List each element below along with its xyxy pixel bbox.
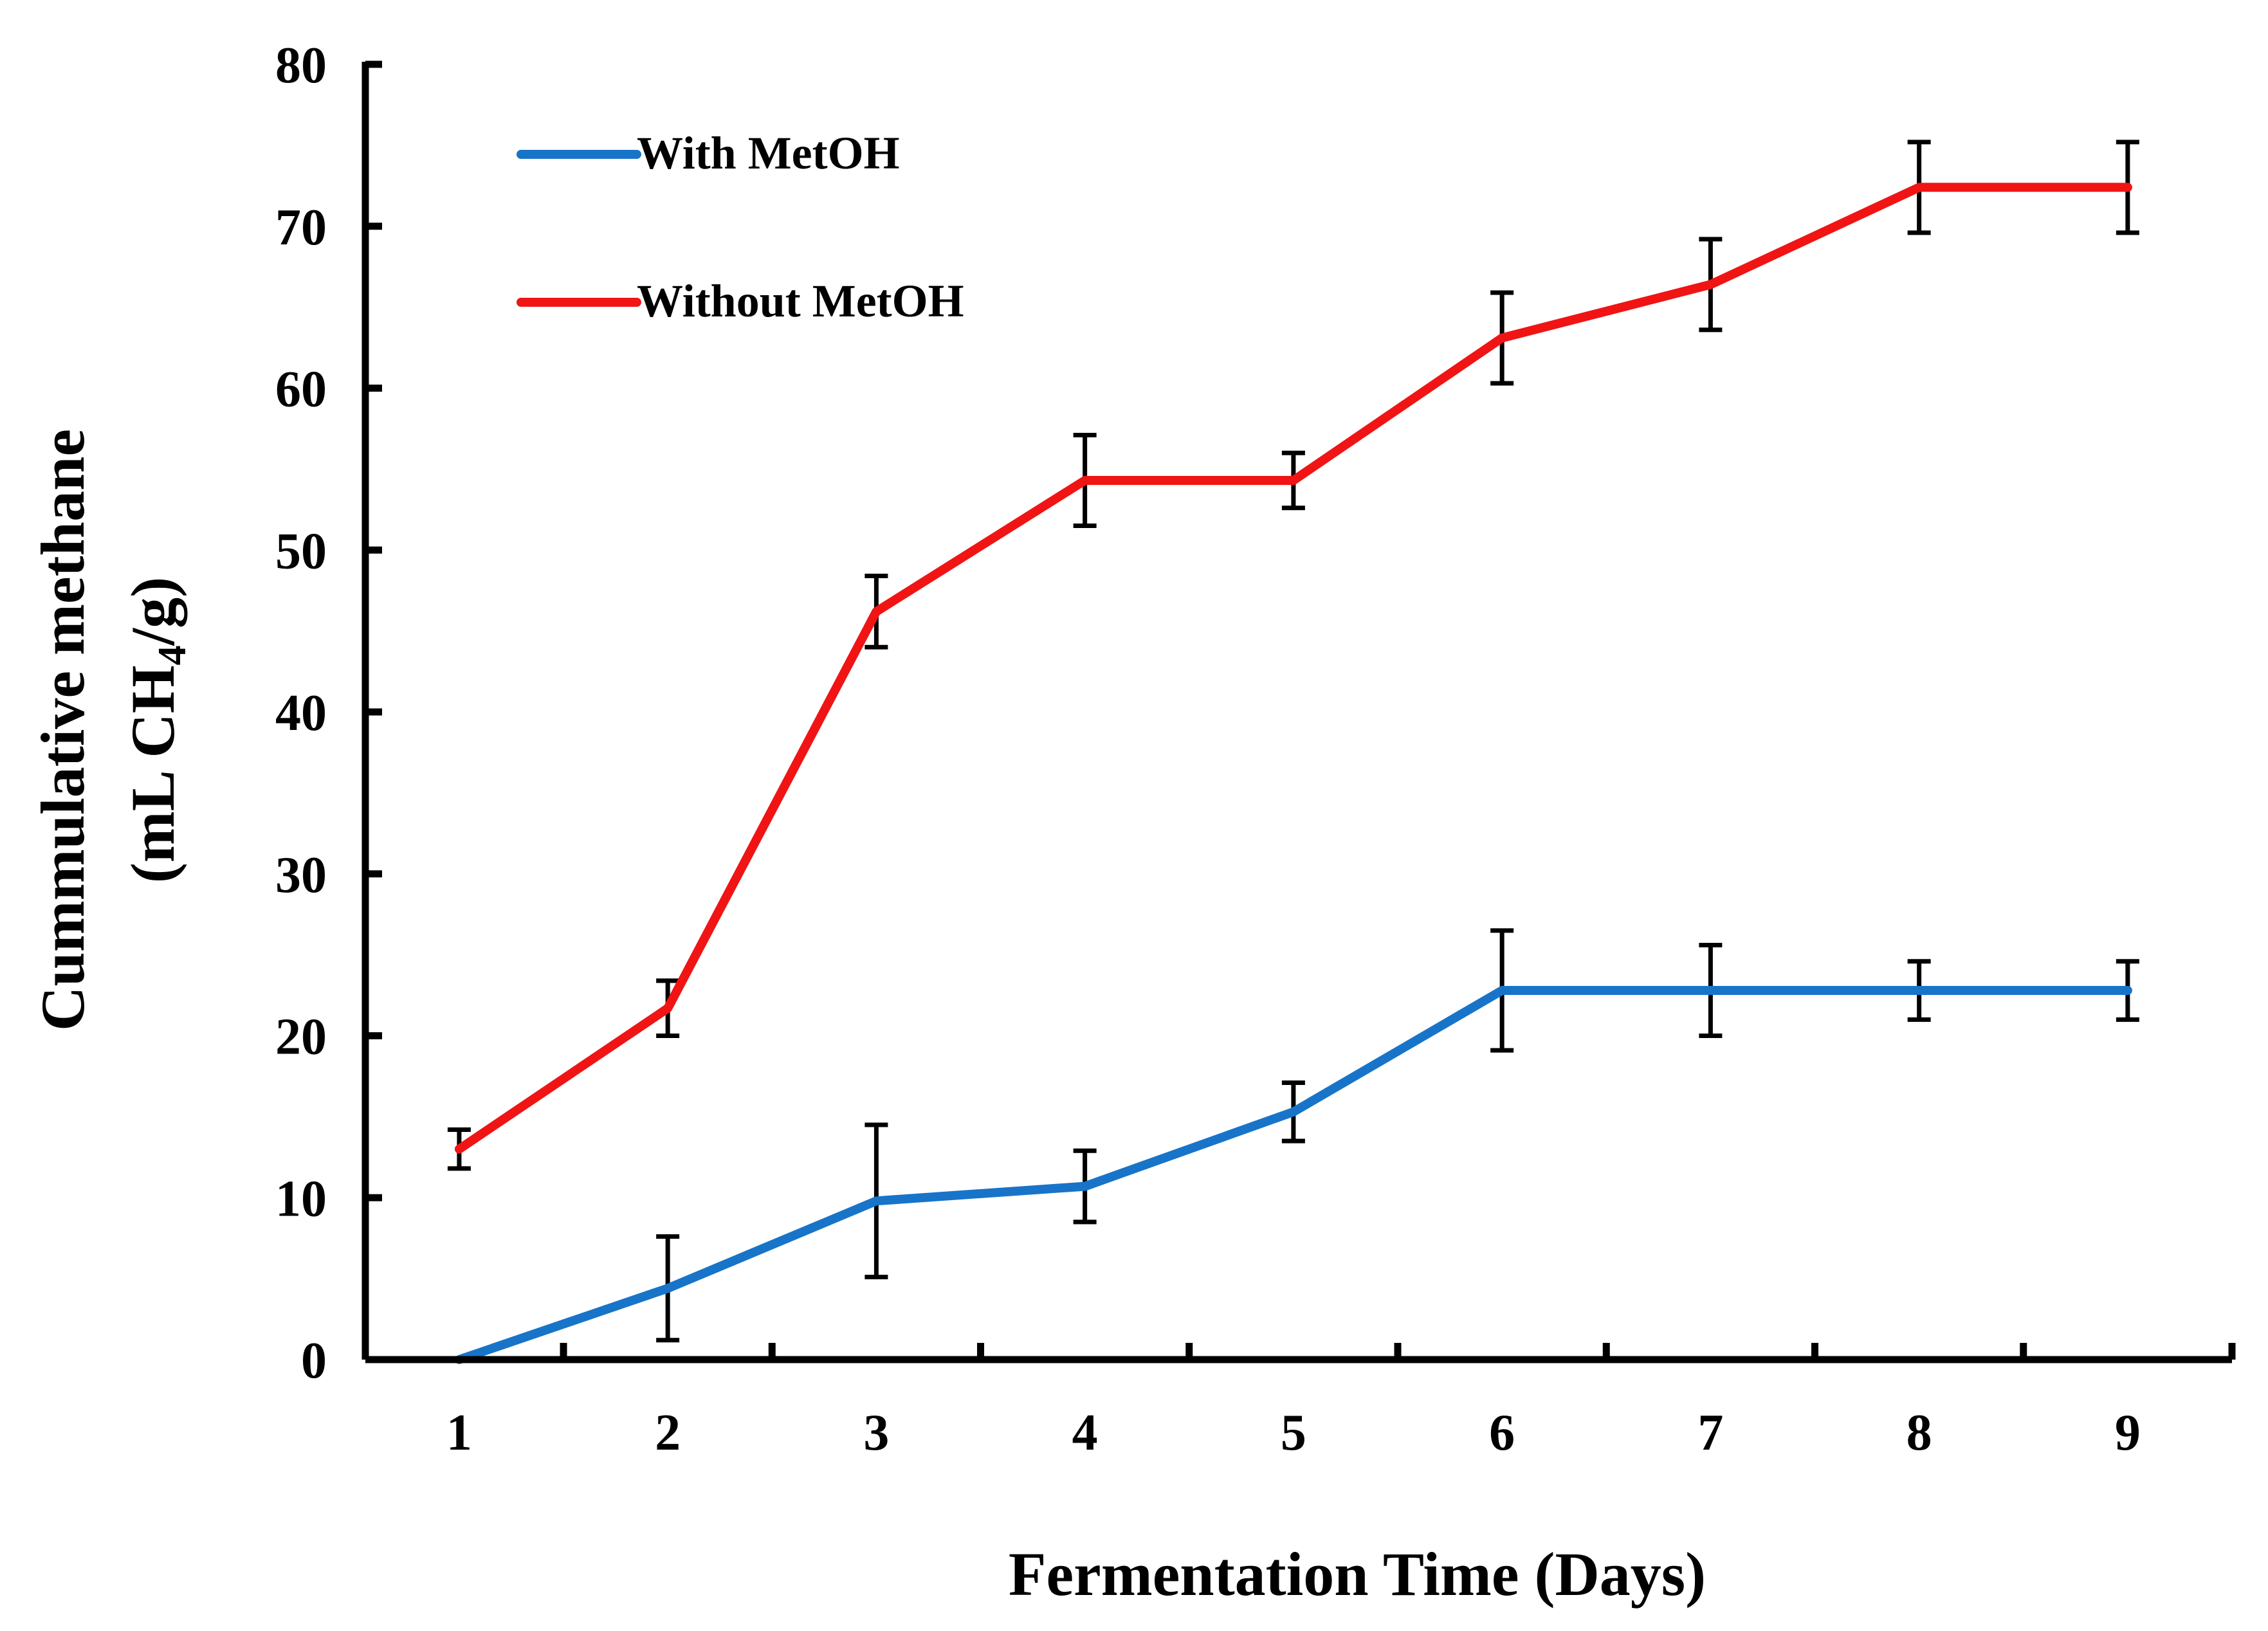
y-axis-title-prefix: (mL CH bbox=[118, 665, 187, 883]
series-lines bbox=[454, 183, 2132, 1364]
x-tick-label: 6 bbox=[1489, 1405, 1515, 1461]
x-tick-label: 5 bbox=[1281, 1405, 1306, 1461]
y-axis-title-line2: (mL CH4/g) bbox=[118, 577, 194, 883]
y-tick-label: 50 bbox=[275, 523, 327, 579]
y-tick-label: 40 bbox=[275, 685, 327, 742]
x-tick-label: 8 bbox=[1907, 1405, 1932, 1461]
y-axis-title-subscript: 4 bbox=[151, 645, 194, 665]
axes bbox=[361, 60, 2236, 1363]
y-tick-label: 60 bbox=[275, 361, 327, 418]
y-tick-label: 0 bbox=[301, 1333, 327, 1389]
x-tick-label: 3 bbox=[863, 1405, 889, 1461]
y-tick-label: 20 bbox=[275, 1009, 327, 1066]
y-tick-label: 80 bbox=[275, 37, 327, 94]
x-tick-label: 9 bbox=[2115, 1405, 2141, 1461]
x-tick-label: 1 bbox=[446, 1405, 472, 1461]
legend-label-with-metoh: With MetOH bbox=[637, 127, 900, 179]
y-tick-label: 30 bbox=[275, 847, 327, 904]
y-axis-title-suffix: /g) bbox=[118, 577, 187, 646]
y-axis-title-line1: Cummulative methane bbox=[28, 429, 97, 1031]
x-tick-label: 2 bbox=[655, 1405, 681, 1461]
y-tick-label: 10 bbox=[275, 1171, 327, 1227]
x-tick-label: 7 bbox=[1697, 1405, 1723, 1461]
legend-label-without-metoh: Without MetOH bbox=[637, 275, 964, 327]
x-axis-title: Fermentation Time (Days) bbox=[1009, 1540, 1706, 1608]
legend: With MetOH Without MetOH bbox=[517, 127, 964, 327]
tick-labels: 0 10 20 30 40 50 60 70 80 1 2 3 4 5 6 7 8 9 bbox=[275, 37, 2141, 1461]
y-tick-label: 70 bbox=[275, 199, 327, 256]
y-axis-title: Cummulative methane (mL CH4/g) bbox=[28, 429, 194, 1031]
x-tick-label: 4 bbox=[1072, 1405, 1098, 1461]
